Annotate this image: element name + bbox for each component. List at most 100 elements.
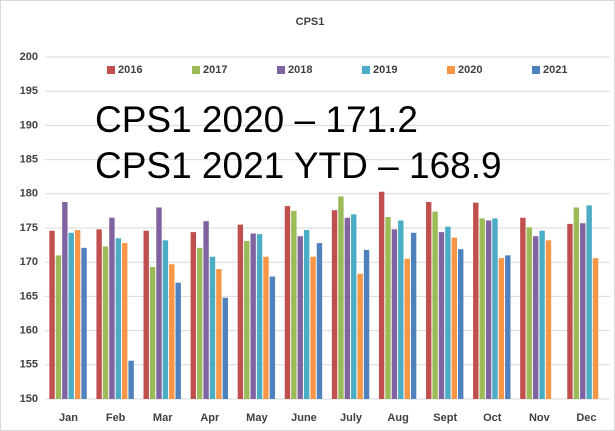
y-tick-label: 200 [20,51,38,63]
bar [49,230,55,399]
bar [351,214,357,399]
bar [284,206,291,399]
bar [492,218,498,399]
y-tick-label: 195 [20,85,38,97]
bar [410,232,417,399]
bar [357,273,363,399]
bar [250,233,256,399]
bar [545,240,552,399]
bar [303,230,310,399]
bar [473,202,479,399]
bar [592,258,599,399]
bar [432,211,438,399]
x-tick-label: July [340,412,363,424]
bar [573,207,580,399]
x-tick-label: Dec [576,412,596,424]
bar [385,217,391,399]
x-tick-label: Oct [483,412,502,424]
x-tick-label: Sept [433,412,457,424]
bar [68,232,74,399]
bar [209,256,216,399]
bar [586,205,592,399]
bar [539,230,545,399]
bar [331,210,338,399]
bar [316,243,323,399]
bar [398,220,404,399]
bar [203,221,209,399]
bar [567,223,573,399]
y-tick-label: 150 [20,393,38,405]
bar [237,224,244,399]
bar [498,258,505,399]
legend-label: 2021 [543,64,567,76]
y-tick-label: 160 [20,325,38,337]
x-tick-label: Jan [59,412,78,424]
bar [338,196,344,399]
y-tick-label: 185 [20,154,38,166]
bar [102,246,109,399]
bar [520,217,526,399]
bar [526,227,532,399]
bar [291,210,297,399]
bar [216,269,222,399]
x-tick-label: Aug [387,412,408,424]
bar [96,229,102,399]
bar [55,255,62,399]
bar [310,256,316,399]
bar [391,229,398,399]
bar [156,207,162,399]
bar [175,282,181,399]
bar [143,230,149,399]
bar [109,217,115,399]
bar [485,220,492,399]
legend-label: 2016 [118,64,142,76]
bar [479,218,485,399]
bar [363,249,370,399]
bar [256,234,263,399]
legend-label: 2018 [288,64,312,76]
legend-swatch [192,66,200,74]
x-tick-label: Nov [529,412,551,424]
legend-label: 2017 [203,64,227,76]
annotation: CPS1 2021 YTD – 168.9 [95,145,502,186]
bar [74,230,81,399]
legend-swatch [277,66,285,74]
bar [222,297,228,399]
bar [162,240,169,399]
bar [438,232,445,399]
bar [190,232,196,399]
bar [81,247,87,399]
x-tick-label: Mar [153,412,173,424]
bar [149,266,156,399]
annotation: CPS1 2020 – 171.2 [95,99,418,140]
legend-label: 2020 [458,64,482,76]
bar [169,264,175,399]
bar [445,226,451,399]
bar [62,202,68,399]
y-tick-label: 170 [20,256,38,268]
bar [344,217,351,399]
y-tick-label: 165 [20,290,38,302]
bar [580,223,586,399]
x-tick-label: Apr [200,412,220,424]
bar [458,249,464,399]
legend-swatch [532,66,540,74]
bar [297,236,303,399]
bar [196,247,203,399]
y-tick-label: 190 [20,119,38,131]
y-tick-label: 155 [20,359,38,371]
bar [122,243,128,399]
y-tick-label: 175 [20,222,38,234]
bar [244,240,250,399]
x-tick-label: June [291,412,317,424]
bar [532,236,539,399]
bar [269,276,276,399]
bar [263,256,269,399]
x-tick-label: Feb [106,412,126,424]
x-tick-label: May [246,412,268,424]
bar [115,238,122,399]
y-tick-label: 180 [20,188,38,200]
bar [378,191,385,399]
chart-title: CPS1 [296,16,325,28]
